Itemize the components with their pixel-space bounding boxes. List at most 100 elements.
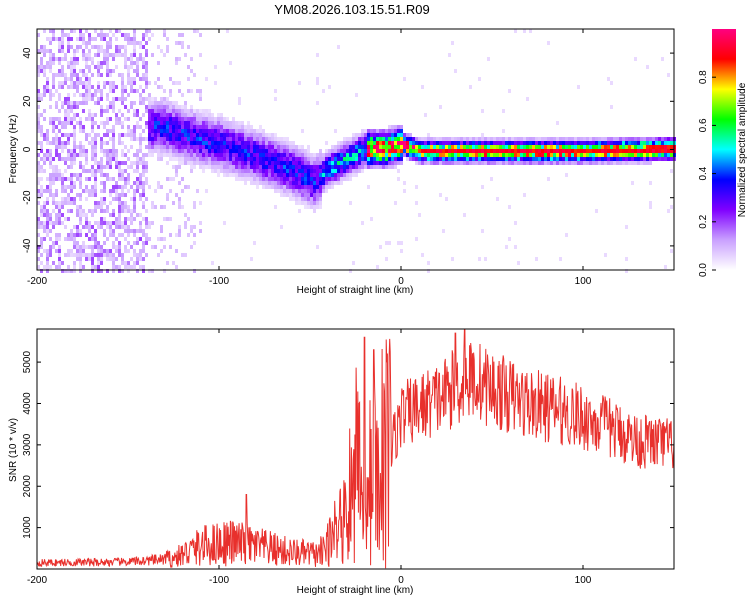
spectrogram-cell (250, 161, 253, 165)
spectrogram-cell (70, 269, 73, 273)
spectrogram-cell (661, 57, 664, 61)
spectrogram-cell (313, 193, 316, 197)
spectrogram-cell (67, 49, 70, 53)
spectrogram-cell (202, 149, 205, 153)
spectrogram-cell (106, 205, 109, 209)
spectrogram-cell (94, 37, 97, 41)
spectrogram-cell (271, 153, 274, 157)
spectrogram-cell (418, 145, 421, 149)
spectrogram-cell (193, 113, 196, 117)
spectrogram-cell (100, 189, 103, 193)
spectrogram-cell (316, 205, 319, 209)
spectrogram-cell (169, 177, 172, 181)
spectrogram-cell (160, 125, 163, 129)
spectrogram-cell (70, 181, 73, 185)
spectrogram-cell (208, 145, 211, 149)
spectrogram-cell (43, 209, 46, 213)
spectrogram-cell (112, 97, 115, 101)
spectrogram-cell (295, 197, 298, 201)
spectrogram-cell (385, 141, 388, 145)
spectrogram-cell (46, 37, 49, 41)
spectrogram-cell (130, 209, 133, 213)
spectrogram-cell (481, 153, 484, 157)
spectrogram-cell (163, 269, 166, 273)
spectrogram-cell (583, 149, 586, 153)
spectrogram-cell (73, 197, 76, 201)
spectrogram-cell (625, 161, 628, 165)
spectrogram-cell (181, 125, 184, 129)
spectrogram-cell (70, 85, 73, 89)
spectrogram-cell (55, 149, 58, 153)
spectrogram-cell (379, 149, 382, 153)
spectrogram-cell (73, 137, 76, 141)
spectrogram-cell (433, 157, 436, 161)
spectrogram-cell (616, 161, 619, 165)
spectrogram-cell (436, 161, 439, 165)
spectrogram-cell (217, 121, 220, 125)
spectrogram-cell (70, 185, 73, 189)
spectrogram-cell (649, 157, 652, 161)
spectrogram-cell (580, 157, 583, 161)
spectrogram-cell (124, 33, 127, 37)
spectrogram-cell (340, 177, 343, 181)
spectrogram-cell (76, 245, 79, 249)
spectrogram-cell (373, 149, 376, 153)
spectrogram-cell (376, 129, 379, 133)
spectrogram-cell (118, 109, 121, 113)
spectrogram-cell (124, 181, 127, 185)
spectrogram-cell (91, 189, 94, 193)
spectrogram-cell (217, 145, 220, 149)
spectrogram-cell (355, 153, 358, 157)
spectrogram-cell (154, 149, 157, 153)
spectrogram-cell (664, 141, 667, 145)
spectrogram-cell (133, 89, 136, 93)
spectrogram-cell (103, 209, 106, 213)
spectrogram-cell (139, 185, 142, 189)
spectrogram-cell (169, 217, 172, 221)
spectrogram-cell (166, 133, 169, 137)
spectrogram-cell (424, 141, 427, 145)
spectrogram-cell (79, 125, 82, 129)
spectrogram-cell (274, 157, 277, 161)
spectrogram-cell (46, 137, 49, 141)
spectrogram-cell (40, 245, 43, 249)
spectrogram-cell (283, 149, 286, 153)
spectrogram-cell (235, 161, 238, 165)
spectrogram-cell (544, 137, 547, 141)
spectrogram-cell (148, 269, 151, 273)
spectrogram-cell (142, 245, 145, 249)
spectrogram-cell (184, 125, 187, 129)
spectrogram-cell (190, 165, 193, 169)
spectrogram-cell (355, 157, 358, 161)
spectrogram-cell (106, 129, 109, 133)
spectrogram-cell (58, 213, 61, 217)
spectrogram-cell (70, 109, 73, 113)
spectrogram-cell (103, 125, 106, 129)
spectrogram-cell (40, 261, 43, 265)
spectrogram-cell (199, 129, 202, 133)
spectrogram-cell (139, 221, 142, 225)
spectrogram-cell (256, 149, 259, 153)
spectrogram-cell (598, 145, 601, 149)
x-tick-label: 0 (398, 276, 404, 287)
spectrogram-cell (193, 137, 196, 141)
spectrogram-cell (76, 173, 79, 177)
spectrogram-cell (280, 153, 283, 157)
spectrogram-cell (574, 141, 577, 145)
spectrogram-cell (169, 113, 172, 117)
spectrogram-cell (511, 153, 514, 157)
spectrogram-cell (586, 161, 589, 165)
spectrogram-cell (325, 157, 328, 161)
spectrogram-cell (169, 141, 172, 145)
spectrogram-cell (274, 161, 277, 165)
spectrogram-cell (490, 149, 493, 153)
spectrogram-cell (178, 125, 181, 129)
spectrogram-cell (364, 149, 367, 153)
spectrogram-cell (199, 201, 202, 205)
spectrogram-cell (640, 137, 643, 141)
spectrogram-cell (277, 149, 280, 153)
spectrogram-cell (76, 61, 79, 65)
spectrogram-cell (100, 89, 103, 93)
spectrogram-cell (178, 113, 181, 117)
spectrogram-cell (460, 157, 463, 161)
